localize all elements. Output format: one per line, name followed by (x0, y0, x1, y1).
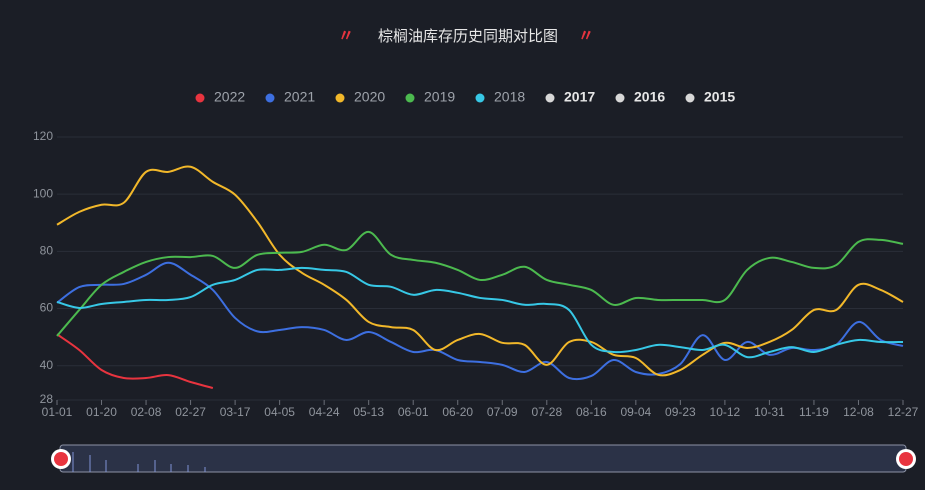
legend-label[interactable]: 2021 (284, 89, 315, 105)
legend-marker (335, 93, 345, 103)
chart-title: 棕榈油库存历史同期对比图 (378, 28, 558, 45)
line (56, 333, 214, 389)
title-deco: 〃 (338, 28, 354, 45)
x-tick-label: 08-16 (576, 405, 607, 419)
x-tick-label: 04-24 (309, 405, 340, 419)
legend-label[interactable]: 2017 (564, 89, 595, 105)
x-tick-label: 01-01 (42, 405, 73, 419)
y-tick-label: 40 (40, 358, 54, 372)
x-tick-label: 09-04 (620, 405, 651, 419)
legend-label[interactable]: 2019 (424, 89, 455, 105)
y-tick-label: 120 (33, 129, 53, 143)
x-tick-label: 07-09 (487, 405, 518, 419)
legend-marker (195, 93, 205, 103)
x-tick-label: 02-27 (175, 405, 206, 419)
x-tick-label: 10-31 (754, 405, 785, 419)
x-tick-label: 01-20 (86, 405, 117, 419)
zoom-preview (72, 452, 206, 472)
y-tick-label: 60 (40, 301, 54, 315)
zoom-handle[interactable] (896, 449, 916, 469)
legend-label[interactable]: 2016 (634, 89, 665, 105)
x-tick-label: 11-19 (799, 405, 829, 419)
x-tick-label: 02-08 (131, 405, 162, 419)
x-tick-label: 09-23 (665, 405, 696, 419)
x-tick-label: 12-08 (843, 405, 874, 419)
x-tick-label: 05-13 (353, 405, 384, 419)
line (56, 230, 904, 337)
legend-marker (475, 93, 485, 103)
x-tick-label: 12-27 (888, 405, 919, 419)
x-tick-label: 07-28 (531, 405, 562, 419)
legend-label[interactable]: 2020 (354, 89, 385, 105)
y-tick-label: 100 (33, 186, 53, 200)
legend-marker (265, 93, 275, 103)
y-tick-label: 28 (40, 392, 54, 406)
line (56, 261, 904, 381)
title-deco: 〃 (578, 28, 594, 45)
legend-label[interactable]: 2022 (214, 89, 245, 105)
legend-marker (685, 93, 695, 103)
legend-label[interactable]: 2018 (494, 89, 525, 105)
legend-marker (405, 93, 415, 103)
zoom-slider[interactable] (59, 444, 907, 473)
x-tick-label: 03-17 (220, 405, 251, 419)
x-tick-label: 06-01 (398, 405, 429, 419)
line (56, 266, 904, 359)
x-tick-label: 04-05 (264, 405, 295, 419)
line (56, 165, 904, 377)
legend-label[interactable]: 2015 (704, 89, 735, 105)
zoom-handle[interactable] (51, 449, 71, 469)
y-tick-label: 80 (40, 244, 54, 258)
legend-marker (615, 93, 625, 103)
x-tick-label: 10-12 (710, 405, 741, 419)
x-tick-label: 06-20 (442, 405, 473, 419)
legend-marker (545, 93, 555, 103)
